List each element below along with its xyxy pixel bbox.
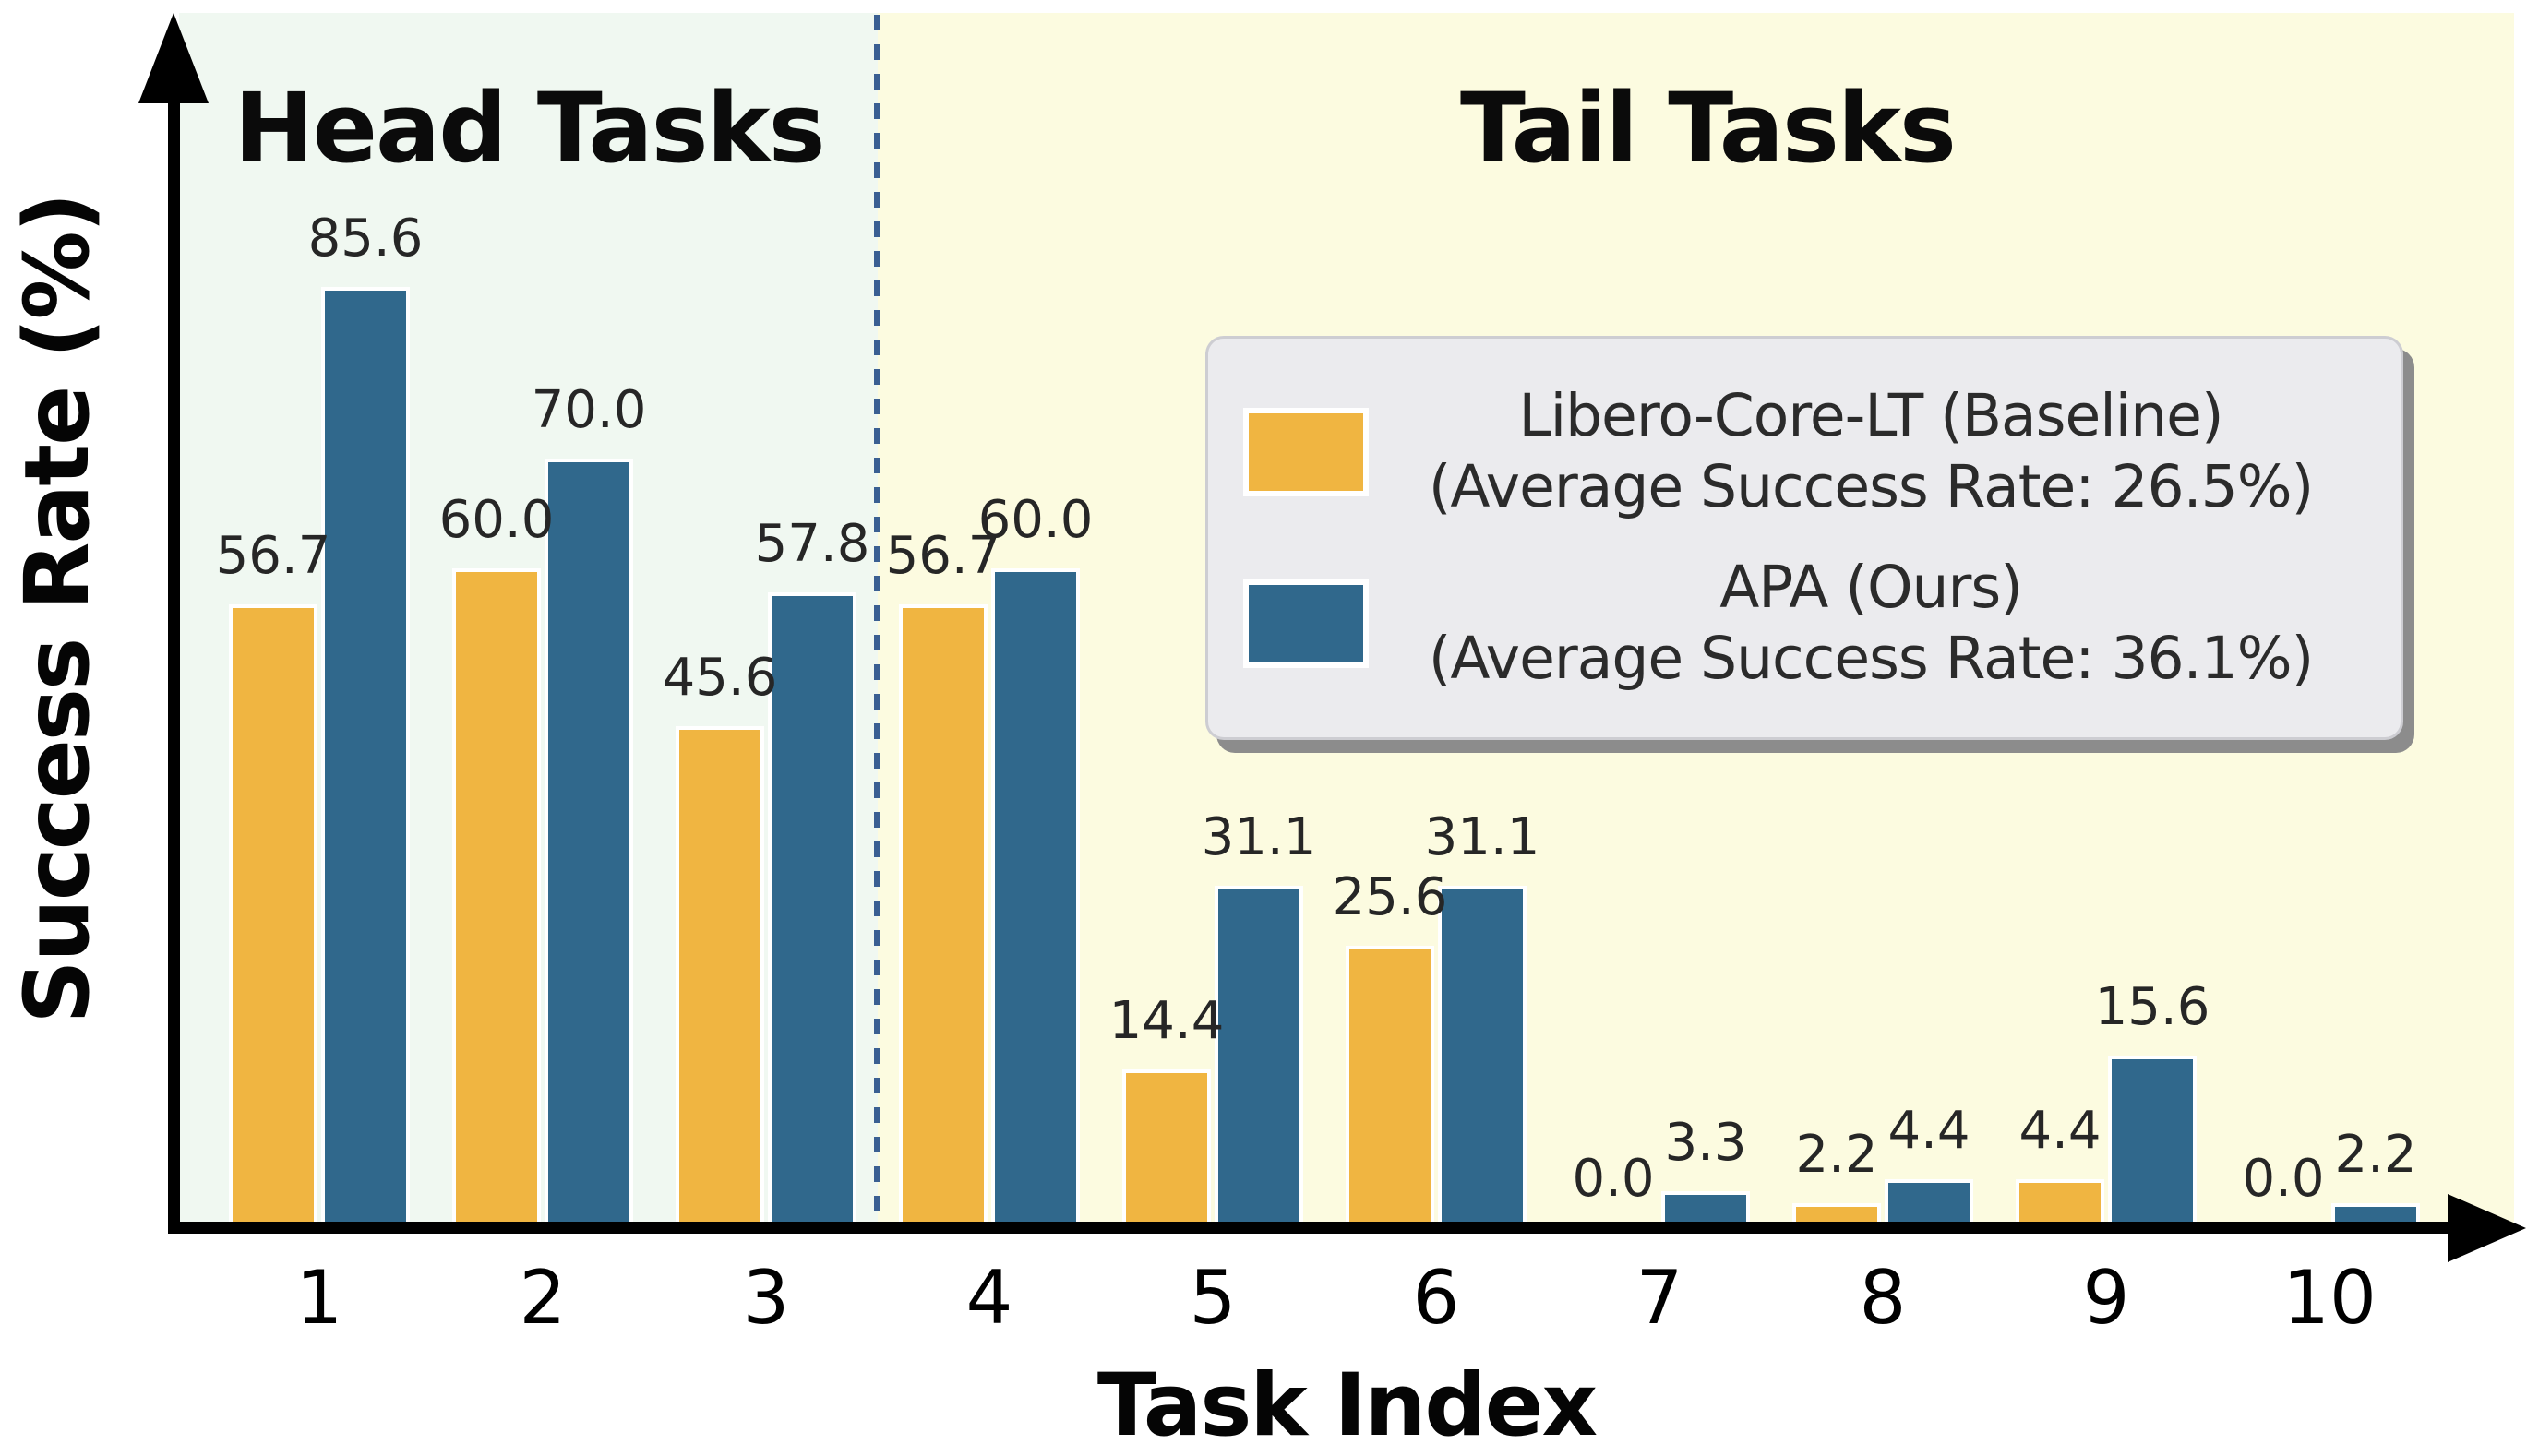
legend-swatch-apa-icon — [1243, 579, 1369, 668]
x-tick-label-4: 4 — [965, 1255, 1013, 1341]
x-tick-label-9: 9 — [2082, 1255, 2130, 1341]
bar-apa-task-2 — [545, 459, 633, 1227]
head-tail-divider-dotted-line — [874, 15, 880, 1227]
value-label-baseline-task-3: 45.6 — [662, 648, 778, 708]
value-label-baseline-task-4: 56.7 — [885, 526, 1001, 586]
legend-entry-apa: APA (Ours) (Average Success Rate: 36.1%) — [1230, 553, 2373, 695]
bar-baseline-task-6 — [1346, 946, 1434, 1227]
legend-apa-avg: (Average Success Rate: 36.1%) — [1428, 624, 2314, 692]
x-axis-line — [168, 1222, 2455, 1234]
x-tick-label-3: 3 — [742, 1255, 790, 1341]
bar-baseline-task-9 — [2016, 1179, 2104, 1227]
value-label-baseline-task-2: 60.0 — [438, 490, 555, 550]
x-tick-label-2: 2 — [519, 1255, 567, 1341]
value-label-apa-task-6: 31.1 — [1424, 807, 1540, 867]
value-label-apa-task-9: 15.6 — [2094, 977, 2210, 1037]
tail-tasks-title: Tail Tasks — [1460, 72, 1957, 185]
legend-baseline-name: Libero-Core-LT (Baseline) — [1518, 382, 2223, 450]
value-label-apa-task-3: 57.8 — [754, 514, 870, 574]
value-label-apa-task-2: 70.0 — [531, 380, 647, 440]
head-tasks-title: Head Tasks — [234, 72, 825, 185]
x-tick-label-6: 6 — [1412, 1255, 1460, 1341]
x-tick-label-10: 10 — [2282, 1255, 2377, 1341]
legend-entry-baseline: Libero-Core-LT (Baseline) (Average Succe… — [1230, 381, 2373, 523]
x-tick-label-8: 8 — [1859, 1255, 1907, 1341]
x-tick-label-5: 5 — [1189, 1255, 1237, 1341]
bar-apa-task-4 — [991, 568, 1080, 1227]
value-label-baseline-task-10: 0.0 — [2242, 1149, 2325, 1209]
value-label-apa-task-8: 4.4 — [1887, 1101, 1970, 1161]
x-axis-arrowhead-icon — [2448, 1194, 2526, 1262]
value-label-apa-task-5: 31.1 — [1201, 807, 1317, 867]
value-label-baseline-task-8: 2.2 — [1795, 1125, 1878, 1185]
value-label-baseline-task-1: 56.7 — [215, 526, 331, 586]
y-axis-arrowhead-icon — [138, 13, 209, 103]
bar-apa-task-9 — [2108, 1056, 2197, 1227]
value-label-baseline-task-6: 25.6 — [1332, 867, 1448, 927]
value-label-apa-task-10: 2.2 — [2334, 1125, 2417, 1185]
bar-baseline-task-3 — [676, 726, 764, 1227]
legend-swatch-baseline-icon — [1243, 408, 1369, 497]
bar-apa-task-7 — [1661, 1191, 1750, 1227]
bar-baseline-task-5 — [1122, 1069, 1211, 1227]
legend: Libero-Core-LT (Baseline) (Average Succe… — [1205, 336, 2403, 740]
x-tick-label-1: 1 — [295, 1255, 343, 1341]
value-label-baseline-task-7: 0.0 — [1572, 1149, 1655, 1209]
bar-baseline-task-2 — [452, 568, 541, 1227]
bar-baseline-task-1 — [229, 604, 317, 1227]
x-axis-title: Task Index — [1096, 1355, 1598, 1456]
x-tick-label-7: 7 — [1635, 1255, 1683, 1341]
value-label-baseline-task-9: 4.4 — [2018, 1101, 2102, 1161]
bar-apa-task-6 — [1438, 886, 1527, 1227]
legend-baseline-avg: (Average Success Rate: 26.5%) — [1428, 453, 2314, 521]
value-label-apa-task-7: 3.3 — [1664, 1113, 1747, 1173]
bar-apa-task-5 — [1215, 886, 1303, 1227]
value-label-apa-task-1: 85.6 — [307, 209, 424, 269]
legend-apa-name: APA (Ours) — [1719, 554, 2023, 622]
value-label-baseline-task-5: 14.4 — [1108, 991, 1225, 1051]
bar-apa-task-3 — [768, 592, 856, 1227]
y-axis-line — [168, 92, 180, 1234]
bar-apa-task-1 — [321, 287, 410, 1227]
bar-baseline-task-4 — [899, 604, 988, 1227]
y-axis-title: Success Rate (%) — [6, 194, 109, 1024]
value-label-apa-task-4: 60.0 — [977, 490, 1094, 550]
bar-apa-task-8 — [1885, 1179, 1973, 1227]
